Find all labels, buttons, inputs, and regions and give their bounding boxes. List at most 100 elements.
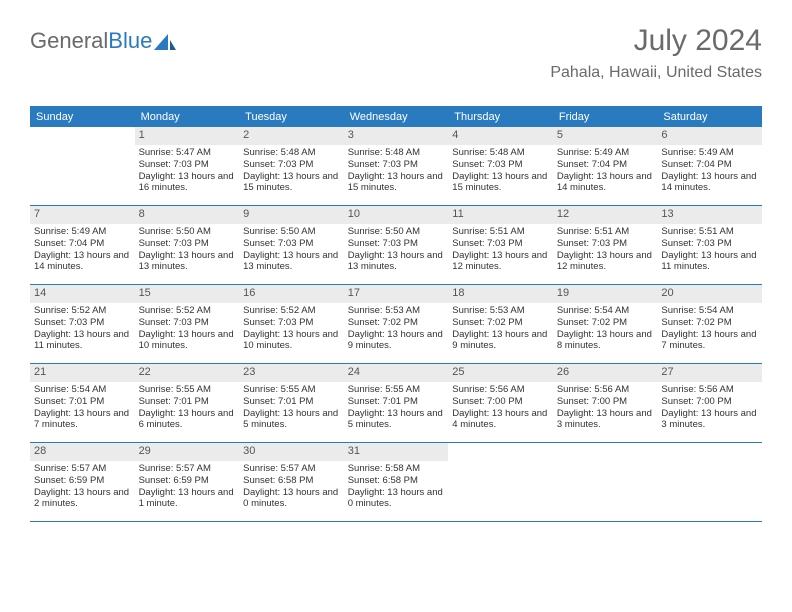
sunset-line: Sunset: 7:00 PM (557, 396, 654, 408)
weekday-header: Thursday (448, 107, 553, 127)
calendar-week-row: 7Sunrise: 5:49 AMSunset: 7:04 PMDaylight… (30, 206, 762, 285)
calendar-day: 18Sunrise: 5:53 AMSunset: 7:02 PMDayligh… (448, 285, 553, 363)
daylight-line: Daylight: 13 hours and 8 minutes. (557, 329, 654, 353)
daylight-line: Daylight: 13 hours and 10 minutes. (139, 329, 236, 353)
day-facts: Sunrise: 5:53 AMSunset: 7:02 PMDaylight:… (344, 303, 449, 357)
daylight-line: Daylight: 13 hours and 0 minutes. (348, 487, 445, 511)
day-number: 1 (135, 127, 240, 145)
day-number: 24 (344, 364, 449, 382)
calendar-day: 8Sunrise: 5:50 AMSunset: 7:03 PMDaylight… (135, 206, 240, 284)
sunset-line: Sunset: 7:03 PM (348, 159, 445, 171)
daylight-line: Daylight: 13 hours and 6 minutes. (139, 408, 236, 432)
sunrise-line: Sunrise: 5:49 AM (557, 147, 654, 159)
sunrise-line: Sunrise: 5:53 AM (348, 305, 445, 317)
calendar-day: 9Sunrise: 5:50 AMSunset: 7:03 PMDaylight… (239, 206, 344, 284)
brand-part1: General (30, 28, 108, 54)
day-number: 19 (553, 285, 658, 303)
sunset-line: Sunset: 6:58 PM (348, 475, 445, 487)
title-block: July 2024 Pahala, Hawaii, United States (550, 24, 762, 82)
daylight-line: Daylight: 13 hours and 7 minutes. (34, 408, 131, 432)
sunset-line: Sunset: 7:01 PM (139, 396, 236, 408)
sunrise-line: Sunrise: 5:52 AM (34, 305, 131, 317)
page-subtitle: Pahala, Hawaii, United States (550, 64, 762, 82)
sunrise-line: Sunrise: 5:50 AM (348, 226, 445, 238)
daylight-line: Daylight: 13 hours and 12 minutes. (557, 250, 654, 274)
sunset-line: Sunset: 7:03 PM (452, 159, 549, 171)
sunset-line: Sunset: 7:03 PM (243, 238, 340, 250)
weekday-header: Friday (553, 107, 658, 127)
sunrise-line: Sunrise: 5:57 AM (34, 463, 131, 475)
day-number: 16 (239, 285, 344, 303)
daylight-line: Daylight: 13 hours and 5 minutes. (243, 408, 340, 432)
sunset-line: Sunset: 7:02 PM (452, 317, 549, 329)
brand-part2: Blue (108, 28, 152, 54)
daylight-line: Daylight: 13 hours and 2 minutes. (34, 487, 131, 511)
calendar-day: 22Sunrise: 5:55 AMSunset: 7:01 PMDayligh… (135, 364, 240, 442)
daylight-line: Daylight: 13 hours and 12 minutes. (452, 250, 549, 274)
sunset-line: Sunset: 6:59 PM (139, 475, 236, 487)
day-facts: Sunrise: 5:52 AMSunset: 7:03 PMDaylight:… (135, 303, 240, 357)
day-number: 20 (657, 285, 762, 303)
daylight-line: Daylight: 13 hours and 9 minutes. (452, 329, 549, 353)
daylight-line: Daylight: 13 hours and 7 minutes. (661, 329, 758, 353)
sunrise-line: Sunrise: 5:51 AM (557, 226, 654, 238)
daylight-line: Daylight: 13 hours and 13 minutes. (139, 250, 236, 274)
calendar-day: 5Sunrise: 5:49 AMSunset: 7:04 PMDaylight… (553, 127, 658, 205)
day-number: 27 (657, 364, 762, 382)
daylight-line: Daylight: 13 hours and 4 minutes. (452, 408, 549, 432)
day-number: 8 (135, 206, 240, 224)
sunrise-line: Sunrise: 5:54 AM (661, 305, 758, 317)
day-facts: Sunrise: 5:55 AMSunset: 7:01 PMDaylight:… (344, 382, 449, 436)
sunrise-line: Sunrise: 5:48 AM (243, 147, 340, 159)
calendar-week-row: 1Sunrise: 5:47 AMSunset: 7:03 PMDaylight… (30, 127, 762, 206)
daylight-line: Daylight: 13 hours and 1 minute. (139, 487, 236, 511)
page-title: July 2024 (550, 24, 762, 58)
day-facts: Sunrise: 5:54 AMSunset: 7:02 PMDaylight:… (553, 303, 658, 357)
day-facts: Sunrise: 5:53 AMSunset: 7:02 PMDaylight:… (448, 303, 553, 357)
sunset-line: Sunset: 7:04 PM (661, 159, 758, 171)
calendar-day: 13Sunrise: 5:51 AMSunset: 7:03 PMDayligh… (657, 206, 762, 284)
day-number: 10 (344, 206, 449, 224)
day-facts: Sunrise: 5:54 AMSunset: 7:01 PMDaylight:… (30, 382, 135, 436)
calendar-day: 2Sunrise: 5:48 AMSunset: 7:03 PMDaylight… (239, 127, 344, 205)
day-facts: Sunrise: 5:52 AMSunset: 7:03 PMDaylight:… (239, 303, 344, 357)
sunrise-line: Sunrise: 5:54 AM (34, 384, 131, 396)
sunset-line: Sunset: 7:03 PM (348, 238, 445, 250)
day-facts: Sunrise: 5:56 AMSunset: 7:00 PMDaylight:… (553, 382, 658, 436)
sunrise-line: Sunrise: 5:48 AM (348, 147, 445, 159)
day-facts: Sunrise: 5:48 AMSunset: 7:03 PMDaylight:… (239, 145, 344, 199)
day-number: 25 (448, 364, 553, 382)
day-number: 21 (30, 364, 135, 382)
daylight-line: Daylight: 13 hours and 14 minutes. (661, 171, 758, 195)
day-number: 9 (239, 206, 344, 224)
daylight-line: Daylight: 13 hours and 3 minutes. (557, 408, 654, 432)
day-facts: Sunrise: 5:49 AMSunset: 7:04 PMDaylight:… (553, 145, 658, 199)
day-number: 7 (30, 206, 135, 224)
day-facts: Sunrise: 5:47 AMSunset: 7:03 PMDaylight:… (135, 145, 240, 199)
sunset-line: Sunset: 7:03 PM (139, 159, 236, 171)
day-facts: Sunrise: 5:52 AMSunset: 7:03 PMDaylight:… (30, 303, 135, 357)
day-facts: Sunrise: 5:51 AMSunset: 7:03 PMDaylight:… (657, 224, 762, 278)
daylight-line: Daylight: 13 hours and 11 minutes. (661, 250, 758, 274)
sunrise-line: Sunrise: 5:57 AM (243, 463, 340, 475)
day-number: 3 (344, 127, 449, 145)
sunset-line: Sunset: 7:03 PM (139, 317, 236, 329)
calendar-day-empty (448, 443, 553, 521)
sunset-line: Sunset: 7:01 PM (34, 396, 131, 408)
day-number: 31 (344, 443, 449, 461)
sunset-line: Sunset: 7:03 PM (243, 317, 340, 329)
sunset-line: Sunset: 7:01 PM (348, 396, 445, 408)
sunset-line: Sunset: 7:01 PM (243, 396, 340, 408)
weekday-header: Saturday (657, 107, 762, 127)
calendar-day: 17Sunrise: 5:53 AMSunset: 7:02 PMDayligh… (344, 285, 449, 363)
day-number: 12 (553, 206, 658, 224)
sunrise-line: Sunrise: 5:53 AM (452, 305, 549, 317)
day-facts: Sunrise: 5:48 AMSunset: 7:03 PMDaylight:… (344, 145, 449, 199)
daylight-line: Daylight: 13 hours and 10 minutes. (243, 329, 340, 353)
day-number: 22 (135, 364, 240, 382)
day-number: 23 (239, 364, 344, 382)
sunset-line: Sunset: 7:02 PM (661, 317, 758, 329)
calendar-day-empty (30, 127, 135, 205)
day-facts: Sunrise: 5:51 AMSunset: 7:03 PMDaylight:… (448, 224, 553, 278)
day-number: 11 (448, 206, 553, 224)
